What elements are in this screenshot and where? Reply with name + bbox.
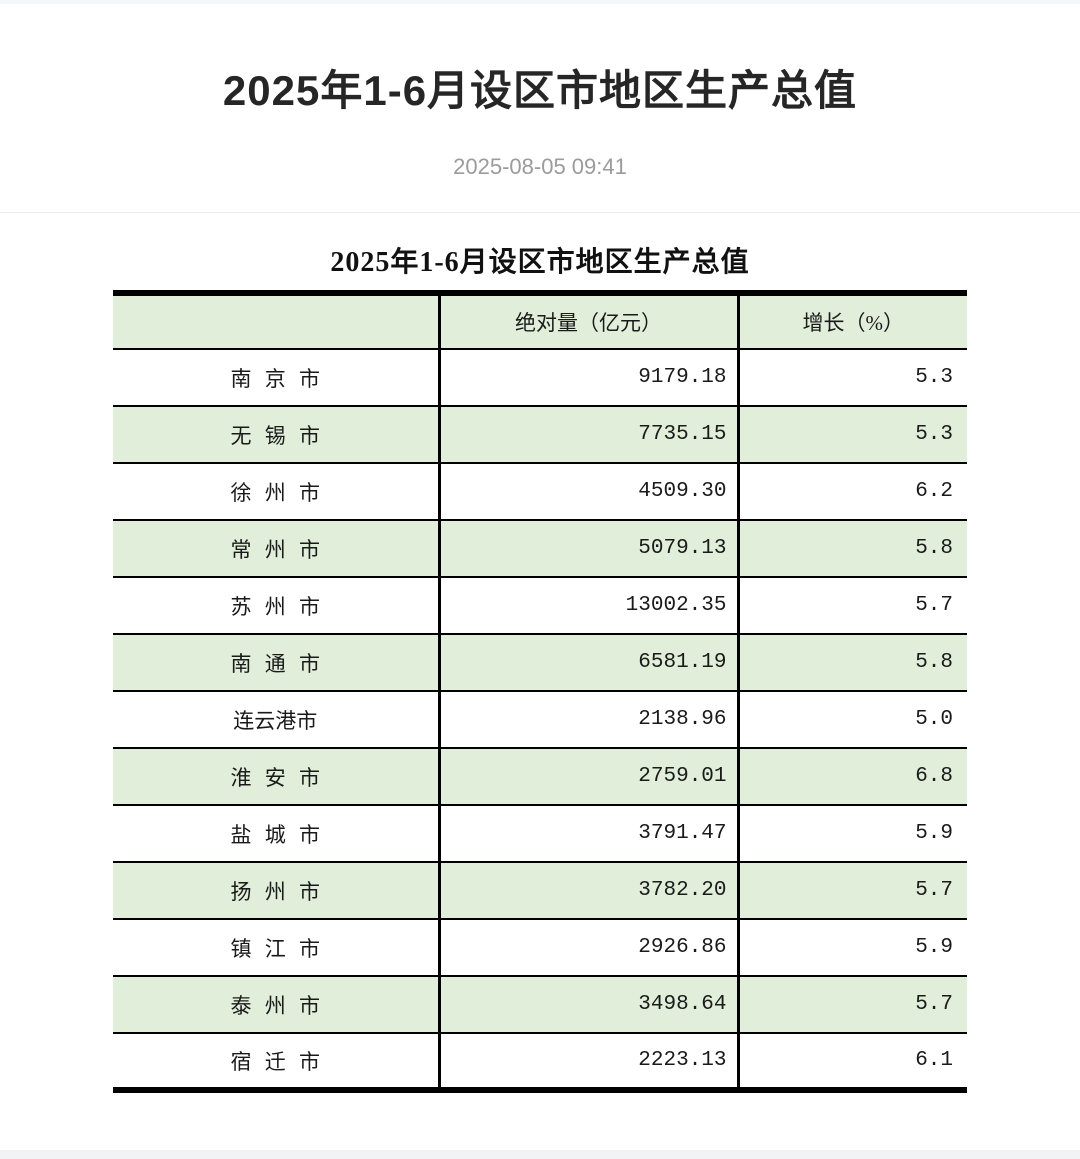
table-row: 无 锡 市 7735.15 5.3: [113, 406, 967, 464]
article-header: 2025年1-6月设区市地区生产总值 2025-08-05 09:41: [0, 4, 1080, 213]
growth-cell: 6.2: [738, 463, 967, 521]
growth-cell: 5.8: [738, 520, 967, 578]
city-cell: 盐 城 市: [113, 805, 441, 863]
table-row: 淮 安 市 2759.01 6.8: [113, 748, 967, 806]
page-bottom-edge-strip: [0, 1150, 1080, 1159]
column-header-growth: 增长（%）: [738, 293, 967, 350]
column-header-city: [113, 293, 441, 350]
page-top-edge-strip: [0, 0, 1080, 4]
value-cell: 4509.30: [439, 463, 740, 521]
value-cell: 2223.13: [439, 1033, 740, 1091]
growth-cell: 5.8: [738, 634, 967, 692]
table-row: 连云港市 2138.96 5.0: [113, 691, 967, 749]
city-cell: 常 州 市: [113, 520, 441, 578]
value-cell: 2138.96: [439, 691, 740, 749]
value-cell: 2759.01: [439, 748, 740, 806]
table-row: 南 通 市 6581.19 5.8: [113, 634, 967, 692]
growth-cell: 5.3: [738, 406, 967, 464]
value-cell: 9179.18: [439, 349, 740, 407]
gdp-table: 绝对量（亿元） 增长（%） 南 京 市 9179.18 5.3 无 锡 市 77…: [113, 290, 967, 1093]
table-row: 泰 州 市 3498.64 5.7: [113, 976, 967, 1034]
growth-cell: 5.9: [738, 919, 967, 977]
table-row: 苏 州 市 13002.35 5.7: [113, 577, 967, 635]
growth-cell: 6.8: [738, 748, 967, 806]
value-cell: 3498.64: [439, 976, 740, 1034]
city-cell: 南 通 市: [113, 634, 441, 692]
city-cell: 泰 州 市: [113, 976, 441, 1034]
value-cell: 3782.20: [439, 862, 740, 920]
city-cell: 扬 州 市: [113, 862, 441, 920]
publish-date: 2025-08-05 09:41: [453, 154, 627, 179]
growth-cell: 5.0: [738, 691, 967, 749]
city-cell: 徐 州 市: [113, 463, 441, 521]
page-title: 2025年1-6月设区市地区生产总值: [222, 67, 858, 114]
value-cell: 3791.47: [439, 805, 740, 863]
table-header-row: 绝对量（亿元） 增长（%）: [113, 293, 967, 350]
table-row: 南 京 市 9179.18 5.3: [113, 349, 967, 407]
city-cell: 苏 州 市: [113, 577, 441, 635]
table-caption: 2025年1-6月设区市地区生产总值: [330, 247, 750, 278]
city-cell: 镇 江 市: [113, 919, 441, 977]
table-row: 宿 迁 市 2223.13 6.1: [113, 1033, 967, 1091]
article-content: 2025年1-6月设区市地区生产总值 绝对量（亿元） 增长（%） 南 京 市 9…: [0, 213, 1080, 1093]
city-cell: 无 锡 市: [113, 406, 441, 464]
table-row: 扬 州 市 3782.20 5.7: [113, 862, 967, 920]
city-cell: 连云港市: [113, 691, 441, 749]
value-cell: 2926.86: [439, 919, 740, 977]
value-cell: 5079.13: [439, 520, 740, 578]
table-row: 常 州 市 5079.13 5.8: [113, 520, 967, 578]
table-row: 徐 州 市 4509.30 6.2: [113, 463, 967, 521]
growth-cell: 5.9: [738, 805, 967, 863]
column-header-value: 绝对量（亿元）: [439, 293, 740, 350]
value-cell: 6581.19: [439, 634, 740, 692]
growth-cell: 5.7: [738, 976, 967, 1034]
growth-cell: 5.7: [738, 862, 967, 920]
growth-cell: 5.3: [738, 349, 967, 407]
growth-cell: 6.1: [738, 1033, 967, 1091]
value-cell: 13002.35: [439, 577, 740, 635]
city-cell: 淮 安 市: [113, 748, 441, 806]
table-row: 盐 城 市 3791.47 5.9: [113, 805, 967, 863]
city-cell: 宿 迁 市: [113, 1033, 441, 1091]
value-cell: 7735.15: [439, 406, 740, 464]
city-cell: 南 京 市: [113, 349, 441, 407]
table-row: 镇 江 市 2926.86 5.9: [113, 919, 967, 977]
growth-cell: 5.7: [738, 577, 967, 635]
